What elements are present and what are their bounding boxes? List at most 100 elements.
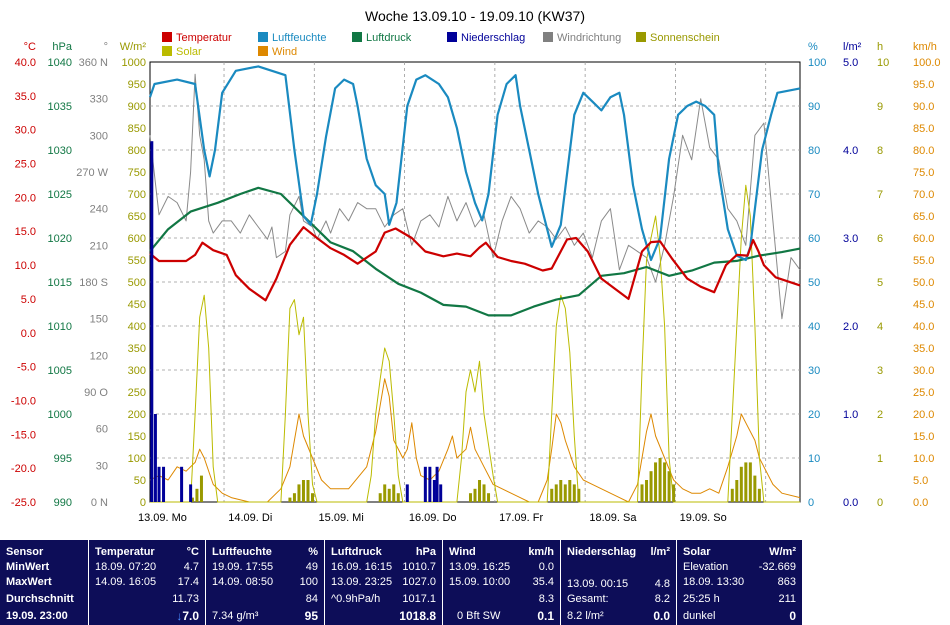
legend-label: Luftdruck <box>366 32 412 44</box>
tick-label: 20 <box>808 409 820 421</box>
tick-label: 600 <box>128 233 146 245</box>
sunshine-bar <box>645 480 649 502</box>
tick-label: -20.0 <box>11 463 36 475</box>
sunshine-bar <box>563 484 567 502</box>
tick-label: 4.0 <box>843 145 858 157</box>
tick-label: 450 <box>128 299 146 311</box>
humidity-avg: 84 <box>305 593 318 605</box>
rain-unit: l/m² <box>650 546 670 558</box>
elevation-label: Elevation <box>683 561 729 573</box>
sunshine-bar <box>672 484 676 502</box>
pressure-min: 1010.7 <box>402 561 436 573</box>
tick-label: 350 <box>128 343 146 355</box>
sunshine-bar <box>730 488 734 502</box>
sunshine-bar <box>473 488 477 502</box>
tick-label: 8 <box>877 145 883 157</box>
axis-unit: W/m² <box>120 41 147 53</box>
legend-swatch <box>543 32 553 42</box>
sunshine-bar <box>753 475 757 502</box>
sunshine-bar <box>554 484 558 502</box>
tick-label: 0 <box>140 497 146 509</box>
sunshine-bar <box>292 493 296 502</box>
tick-label: 1015 <box>48 277 72 289</box>
legend-swatch <box>162 46 172 56</box>
humidity-unit: % <box>308 546 318 558</box>
tick-label: 650 <box>128 211 146 223</box>
sunshine-bar <box>568 480 572 502</box>
series-line-windrichtung <box>149 73 801 320</box>
legend-swatch <box>636 32 646 42</box>
tick-label: 35.0 <box>15 91 36 103</box>
tick-label: 0.0 <box>843 497 858 509</box>
tick-label: 30.0 <box>15 125 36 137</box>
max-label: MaxWert <box>6 576 52 588</box>
tick-label: 90 O <box>84 387 108 399</box>
legend-swatch <box>162 32 172 42</box>
tick-label: 20.0 <box>913 409 934 421</box>
tick-label: 150 <box>128 431 146 443</box>
wind-max-time: 15.09. 10:00 <box>449 576 511 588</box>
precipitation-bar <box>428 466 432 502</box>
legend-label: Niederschlag <box>461 32 525 44</box>
sunshine-bar <box>667 471 671 502</box>
sunshine-bar <box>195 488 199 502</box>
tick-label: 15.0 <box>15 226 36 238</box>
tick-label: 1 <box>877 453 883 465</box>
tick-label: 50 <box>808 277 820 289</box>
sunshine-bar <box>387 488 391 502</box>
precipitation-bar <box>157 466 161 502</box>
sunshine-bar <box>654 462 658 502</box>
pressure-column: Luftdruck hPa 16.09. 16:15 1010.7 13.09. 2… <box>325 540 442 625</box>
sunshine-bar <box>190 497 194 502</box>
sunshine-bar <box>306 480 310 502</box>
tick-label: 200 <box>128 409 146 421</box>
rain-current: 0.0 <box>653 609 670 623</box>
tick-label: 800 <box>128 145 146 157</box>
avg-label: Durchschnitt <box>6 593 74 605</box>
humidity-min: 49 <box>305 561 318 573</box>
sensor-header: Sensor <box>6 546 44 558</box>
sunshine-bar <box>378 493 382 502</box>
pressure-header: Luftdruck <box>331 546 382 558</box>
sunshine-bar <box>311 493 314 502</box>
tick-label: 1020 <box>48 233 72 245</box>
divider <box>324 540 325 625</box>
divider <box>442 540 443 625</box>
tick-label: 5.0 <box>21 294 36 306</box>
tick-label: 1030 <box>48 145 72 157</box>
humidity-column: Luftfeuchte% 19.09. 17:55 49 14.09. 08:50… <box>206 540 324 625</box>
sunshine-bar <box>468 493 472 502</box>
tick-label: 10 <box>877 57 889 69</box>
tick-label: 1040 <box>48 57 72 69</box>
tick-label: 10.0 <box>15 260 36 272</box>
sunshine-bar <box>748 462 752 502</box>
axis-unit: km/h <box>913 41 937 53</box>
temperature-avg: 11.73 <box>172 593 199 605</box>
humidity-absolute: 7.34 g/m³ <box>212 610 259 622</box>
tick-label: 90 <box>808 101 820 113</box>
humidity-min-time: 19.09. 17:55 <box>212 561 274 573</box>
wind-column: Wind km/h 13.09. 16:25 0.0 15.09. 10:00 35.… <box>443 540 560 625</box>
tick-label: 240 <box>90 204 108 216</box>
sunshine-bar <box>482 484 486 502</box>
x-tick-label: 14.09. Di <box>228 512 272 524</box>
temperature-max-time: 14.09. 16:05 <box>95 576 157 588</box>
legend-label: Luftfeuchte <box>272 32 326 44</box>
tick-label: 5 <box>877 277 883 289</box>
tick-label: 80.0 <box>913 145 934 157</box>
tick-label: 9 <box>877 101 883 113</box>
tick-label: 1035 <box>48 101 72 113</box>
tick-label: 400 <box>128 321 146 333</box>
wind-header: Wind <box>449 546 476 558</box>
rain-column: Niederschlag l/m² 13.09. 00:15 4.8 Gesamt:… <box>561 540 676 625</box>
sensor-column: Sensor MinWert MaxWert Durchschnitt 19.0… <box>0 540 88 625</box>
precipitation-bar <box>432 480 436 502</box>
divider <box>88 540 89 625</box>
tick-label: 300 <box>90 130 108 142</box>
wind-beaufort: 0 Bft SW <box>457 610 501 622</box>
pressure-trend: ^0.9hPa/h <box>331 593 381 605</box>
sunshine-bar <box>297 484 301 502</box>
legend-label: Wind <box>272 46 297 58</box>
tick-label: 10.0 <box>913 453 934 465</box>
axis-unit: h <box>877 41 883 53</box>
